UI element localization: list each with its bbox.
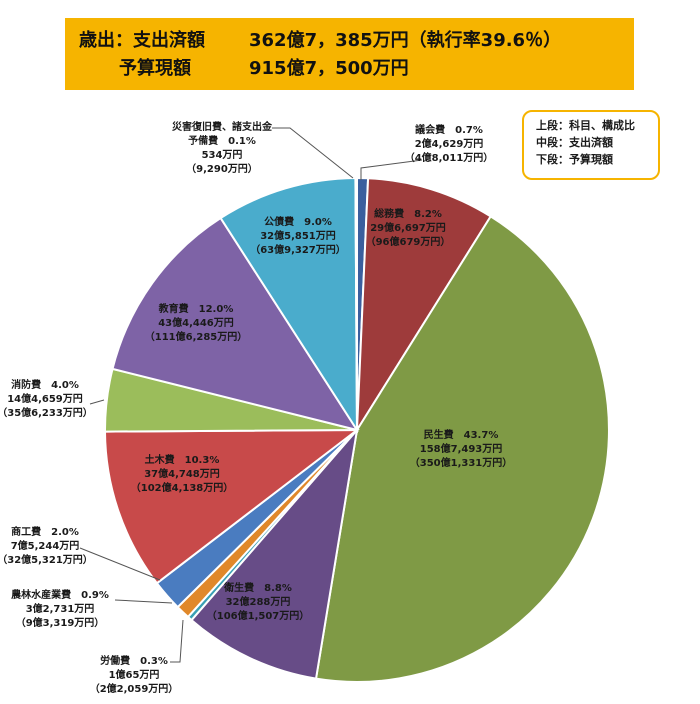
slice-label-11-spent: 534万円 bbox=[202, 149, 243, 161]
leader-line-8 bbox=[89, 399, 105, 405]
slice-label-9-name: 教育費 12.0% bbox=[158, 302, 234, 315]
budget-value: 915億7，500万円 bbox=[249, 58, 409, 79]
slice-label-11-name: 災害復旧費、諸支出金 bbox=[171, 120, 273, 133]
slice-label-11-name: 予備費 0.1% bbox=[188, 134, 256, 147]
leader-line-4 bbox=[170, 619, 184, 663]
slice-label-2-spent: 158億7,493万円 bbox=[420, 442, 503, 455]
slice-label-10-spent: 32億5,851万円 bbox=[260, 229, 336, 242]
slice-label-9-budget: （111億6,285万円） bbox=[145, 330, 248, 343]
slice-label-7: 土木費 10.3% 37億4,748万円（102億4,138万円） bbox=[131, 453, 234, 494]
slice-label-3: 衛生費 8.8% 32億288万円（106億1,507万円） bbox=[207, 581, 310, 622]
slice-label-2-name: 民生費 43.7% bbox=[424, 428, 499, 441]
legend-line-3: 下段：予算現額 bbox=[536, 153, 613, 166]
pie-slice-1 bbox=[355, 177, 493, 434]
slice-label-8-name: 消防費 4.0% bbox=[11, 378, 79, 391]
legend-line-2: 中段：支出済額 bbox=[536, 136, 613, 149]
slice-label-8: 消防費 4.0% 14億4,659万円（35億6,233万円） bbox=[0, 378, 93, 419]
leader-lines bbox=[79, 127, 423, 663]
slice-label-4: 労働費 0.3% 1億65万円（2億2,059万円） bbox=[90, 654, 179, 695]
slice-label-5-budget: （9億3,319万円） bbox=[16, 616, 105, 629]
budget-label: 予算現額 bbox=[119, 58, 191, 79]
slice-label-2-budget: （350億1,331万円） bbox=[410, 456, 513, 469]
summary-header: 歳出：支出済額 362億7，385万円（執行率39.6％） 予算現額 915億7… bbox=[65, 18, 634, 90]
slice-label-8-spent: 14億4,659万円 bbox=[7, 392, 83, 405]
pie-slice-7 bbox=[103, 428, 360, 585]
pie-slice-9 bbox=[111, 216, 360, 432]
slice-label-7-name: 土木費 10.3% bbox=[145, 453, 220, 466]
slice-label-9: 教育費 12.0% 43億4,446万円（111億6,285万円） bbox=[145, 302, 248, 343]
slice-label-0-budget: （4億8,011万円） bbox=[405, 151, 494, 164]
slice-label-1-name: 総務費 8.2% bbox=[374, 207, 442, 220]
slice-label-6-budget: （32億5,321万円） bbox=[0, 553, 93, 566]
leader-line-6 bbox=[79, 547, 161, 581]
slice-label-0: 議会費 0.7% 2億4,629万円（4億8,011万円） bbox=[405, 123, 494, 164]
slice-label-4-spent: 1億65万円 bbox=[109, 668, 160, 681]
slice-label-2: 民生費 43.7% 158億7,493万円（350億1,331万円） bbox=[410, 428, 513, 469]
legend-line-1: 上段：科目、構成比 bbox=[536, 119, 635, 132]
slice-label-11-budget: （9,290万円） bbox=[186, 162, 258, 175]
slice-label-10-name: 公債費 9.0% bbox=[264, 215, 332, 228]
slice-label-4-budget: （2億2,059万円） bbox=[90, 682, 179, 695]
slice-label-6-spent: 7億5,244万円 bbox=[11, 539, 80, 552]
slice-labels: 議会費 0.7% 2億4,629万円（4億8,011万円） 総務費 8.2% 29億6… bbox=[0, 120, 512, 695]
leader-line-0 bbox=[360, 159, 423, 180]
expenditure-label: 歳出：支出済額 bbox=[79, 30, 205, 51]
slice-label-11: 災害復旧費、諸支出金予備費 0.1% 534万円（9,290万円） bbox=[171, 120, 273, 175]
slice-label-1-budget: （96億679万円） bbox=[366, 235, 451, 248]
expenditure-value: 362億7，385万円（執行率39.6％） bbox=[249, 30, 562, 51]
slice-label-3-name: 衛生費 8.8% bbox=[223, 581, 292, 594]
slice-label-6: 商工費 2.0% 7億5,244万円（32億5,321万円） bbox=[0, 525, 93, 566]
slice-label-8-budget: （35億6,233万円） bbox=[0, 406, 93, 419]
slice-label-7-budget: （102億4,138万円） bbox=[131, 481, 234, 494]
slice-label-4-name: 労働費 0.3% bbox=[100, 654, 168, 667]
slice-label-10-budget: （63億9,327万円） bbox=[250, 243, 346, 256]
leader-line-5 bbox=[114, 599, 173, 604]
budget-row: 予算現額 915億7，500万円 bbox=[79, 54, 634, 82]
leader-line-11 bbox=[272, 127, 354, 179]
expenditure-row: 歳出：支出済額 362億7，385万円（執行率39.6％） bbox=[79, 26, 634, 54]
slice-label-3-spent: 32億288万円 bbox=[226, 595, 291, 608]
slice-label-5-name: 農林水産業費 0.9% bbox=[11, 588, 109, 601]
pie-slice-3 bbox=[190, 426, 359, 680]
slice-label-10: 公債費 9.0% 32億5,851万円（63億9,327万円） bbox=[250, 215, 346, 256]
pie-slice-10 bbox=[219, 176, 359, 434]
slice-label-5-spent: 3億2,731万円 bbox=[26, 602, 95, 615]
slice-label-0-spent: 2億4,629万円 bbox=[415, 137, 484, 150]
slice-label-6-name: 商工費 2.0% bbox=[11, 525, 79, 538]
slice-label-5: 農林水産業費 0.9% 3億2,731万円（9億3,319万円） bbox=[11, 588, 109, 629]
slice-label-1-spent: 29億6,697万円 bbox=[370, 221, 446, 234]
slice-label-0-name: 議会費 0.7% bbox=[415, 123, 483, 136]
pie-slice-2 bbox=[314, 215, 610, 683]
pie-slices bbox=[103, 176, 610, 683]
slice-label-7-spent: 37億4,748万円 bbox=[144, 467, 220, 480]
pie-slice-11 bbox=[354, 176, 358, 431]
slice-label-3-budget: （106億1,507万円） bbox=[207, 609, 310, 622]
slice-label-1: 総務費 8.2% 29億6,697万円（96億679万円） bbox=[366, 207, 451, 248]
legend-box: 上段：科目、構成比 中段：支出済額 下段：予算現額 bbox=[522, 110, 660, 180]
slice-label-9-spent: 43億4,446万円 bbox=[158, 316, 234, 329]
